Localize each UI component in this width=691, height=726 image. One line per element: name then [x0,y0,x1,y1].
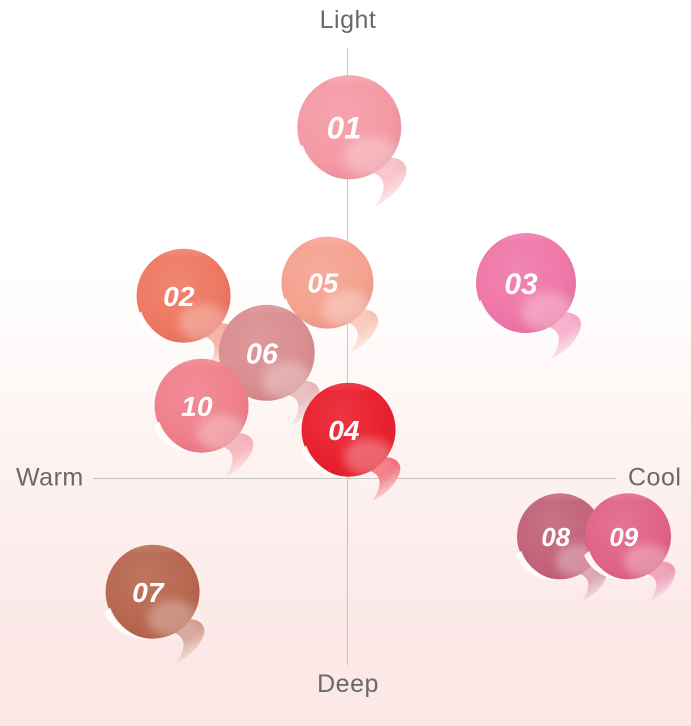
axis-label-light: Light [319,6,377,34]
swatch-highlight-crescent [154,421,202,455]
shade-swatch-05: 05 [275,232,385,353]
shade-number: 08 [541,523,570,551]
shade-swatch-06: 06 [212,300,327,427]
shade-number: 05 [307,268,338,299]
axis-label-deep: Deep [317,670,379,698]
swatch-sheen [322,291,373,329]
shade-number: 07 [133,576,166,608]
swatch-top-gloss [326,72,374,83]
swatch-top-gloss [328,380,372,390]
swatch-graphic: 06 [218,302,320,426]
swatch-highlight-crescent [136,311,184,345]
swatch-top-gloss [181,356,225,366]
swatch-sheen [197,414,249,453]
swatch-top-gloss [132,542,176,552]
swatch-highlight-crescent [584,550,628,581]
swatch-top-gloss [246,302,290,312]
shade-number: 10 [182,390,214,422]
swatch-top-gloss [306,234,349,244]
swatch-sheen [148,600,200,639]
swatch-highlight-crescent [105,607,153,641]
swatch-sheen [521,292,575,332]
swatch-highlight-crescent [516,550,560,581]
swatch-graphic: 03 [475,230,582,359]
swatch-sheen [343,136,400,178]
swatch-graphic: 01 [295,72,407,207]
swatch-top-gloss [163,246,207,256]
swatch-sheen [179,304,231,343]
horizontal-axis-line [93,478,616,479]
shade-swatch-08: 08 [511,489,614,603]
shade-swatch-07: 07 [99,540,212,664]
swatch-graphic: 09 [584,491,676,602]
shade-number: 09 [609,523,638,551]
swatch-highlight-crescent [475,300,525,335]
vertical-axis-line [347,48,348,665]
axis-label-cool: Cool [628,463,682,492]
swatch-top-gloss [504,230,550,240]
swatch-graphic: 05 [280,234,378,353]
shade-number: 06 [246,339,279,371]
swatch-top-gloss [541,491,581,499]
swatch-graphic: 07 [105,542,205,664]
shade-swatch-03: 03 [469,228,589,360]
swatch-highlight-crescent [295,144,348,182]
shade-number: 03 [504,268,538,301]
shade-swatch-10: 10 [148,354,261,478]
swatch-graphic: 04 [301,380,401,502]
shade-swatch-04: 04 [295,378,408,502]
swatch-graphic: 10 [154,356,254,478]
swatch-highlight-crescent [301,445,349,479]
swatch-graphic: 08 [516,491,608,602]
shade-number: 02 [164,280,196,312]
swatch-top-gloss [609,491,649,499]
swatch-sheen [344,438,396,477]
shade-number: 04 [329,414,361,446]
shade-swatch-09: 09 [579,489,682,603]
axis-label-warm: Warm [16,463,84,492]
shade-swatch-01: 01 [290,70,415,207]
swatch-sheen [262,361,315,401]
swatch-sheen [623,543,671,579]
shade-number: 01 [326,110,361,145]
